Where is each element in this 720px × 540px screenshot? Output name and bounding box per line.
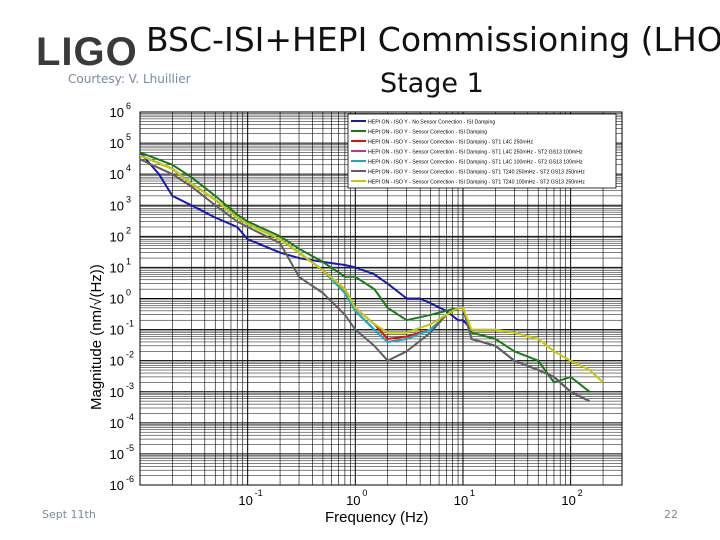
- y-tick-label-10: 10: [110, 198, 124, 213]
- y-tick-label-7: 10: [110, 292, 124, 307]
- chart-ticks: 10 -610 -510 -410 -310 -210 -110 010 110 210 310 41…: [110, 101, 583, 508]
- page-number: 22: [664, 508, 678, 521]
- y-tick-label-3: 10: [110, 416, 124, 431]
- ligo-logo: LIGO: [36, 30, 138, 74]
- legend-entry-5: HEPI ON - ISO Y - Sensor Correction - IS…: [368, 160, 583, 166]
- series-line-7: [140, 154, 604, 384]
- y-tick-exp-3: -4: [126, 412, 134, 422]
- y-tick-label-11: 10: [110, 167, 124, 182]
- y-tick-exp-4: -3: [126, 381, 134, 391]
- series-line-6: [140, 158, 591, 402]
- x-tick-exp-2: 0: [362, 488, 367, 498]
- y-tick-exp-11: 4: [126, 163, 131, 173]
- x-tick-label-2: 10: [346, 493, 360, 508]
- y-tick-exp-13: 6: [126, 101, 131, 111]
- y-tick-label-2: 10: [110, 447, 124, 462]
- y-tick-exp-6: -1: [126, 319, 134, 329]
- series-line-1: [140, 151, 473, 331]
- y-tick-label-12: 10: [110, 136, 124, 151]
- x-tick-exp-3: 1: [470, 488, 475, 498]
- y-tick-exp-1: -6: [126, 474, 134, 484]
- legend-entry-2: HEPI ON - ISO Y - Sensor Correction - IS…: [368, 130, 487, 136]
- series-line-2: [140, 151, 591, 393]
- legend-entry-3: HEPI ON - ISO Y - Sensor Correction - IS…: [368, 140, 533, 146]
- legend-box: [347, 113, 617, 189]
- y-tick-label-6: 10: [110, 323, 124, 338]
- footer-date: Sept 11th: [42, 508, 96, 521]
- y-tick-exp-5: -2: [126, 350, 134, 360]
- y-tick-label-4: 10: [110, 385, 124, 400]
- y-axis-label: Magnitude (nm/√(Hz)): [88, 264, 105, 410]
- page-title: BSC-ISI+HEPI Commissioning (LHO): [146, 20, 720, 59]
- chart-series-group: [140, 151, 604, 402]
- legend-entry-6: HEPI ON - ISO Y - Sensor Correction - IS…: [368, 170, 585, 176]
- x-tick-exp-1: -1: [255, 488, 263, 498]
- page-subtitle: Stage 1: [380, 68, 484, 99]
- y-tick-label-9: 10: [110, 229, 124, 244]
- legend-entry-4: HEPI ON - ISO Y - Sensor Correction - IS…: [368, 150, 583, 156]
- x-axis-label: Frequency (Hz): [325, 509, 429, 526]
- y-tick-exp-12: 5: [126, 132, 131, 142]
- chart-legend: HEPI ON - ISO Y - No Sensor Correction -…: [347, 113, 617, 189]
- y-tick-exp-8: 1: [126, 256, 131, 266]
- x-tick-label-4: 10: [561, 493, 575, 508]
- y-tick-exp-7: 0: [126, 288, 131, 298]
- y-tick-label-5: 10: [110, 354, 124, 369]
- y-tick-label-8: 10: [110, 260, 124, 275]
- y-tick-exp-9: 2: [126, 225, 131, 235]
- y-tick-exp-10: 3: [126, 194, 131, 204]
- y-tick-label-1: 10: [110, 478, 124, 493]
- x-tick-label-3: 10: [454, 493, 468, 508]
- y-tick-label-13: 10: [110, 105, 124, 120]
- courtesy-credit: Courtesy: V. Lhuillier: [68, 72, 191, 86]
- y-tick-exp-2: -5: [126, 443, 134, 453]
- x-tick-label-1: 10: [238, 493, 252, 508]
- x-tick-exp-4: 2: [578, 488, 583, 498]
- legend-entry-7: HEPI ON - ISO Y - Sensor Correction - IS…: [368, 180, 585, 186]
- legend-entry-1: HEPI ON - ISO Y - No Sensor Correction -…: [368, 120, 495, 126]
